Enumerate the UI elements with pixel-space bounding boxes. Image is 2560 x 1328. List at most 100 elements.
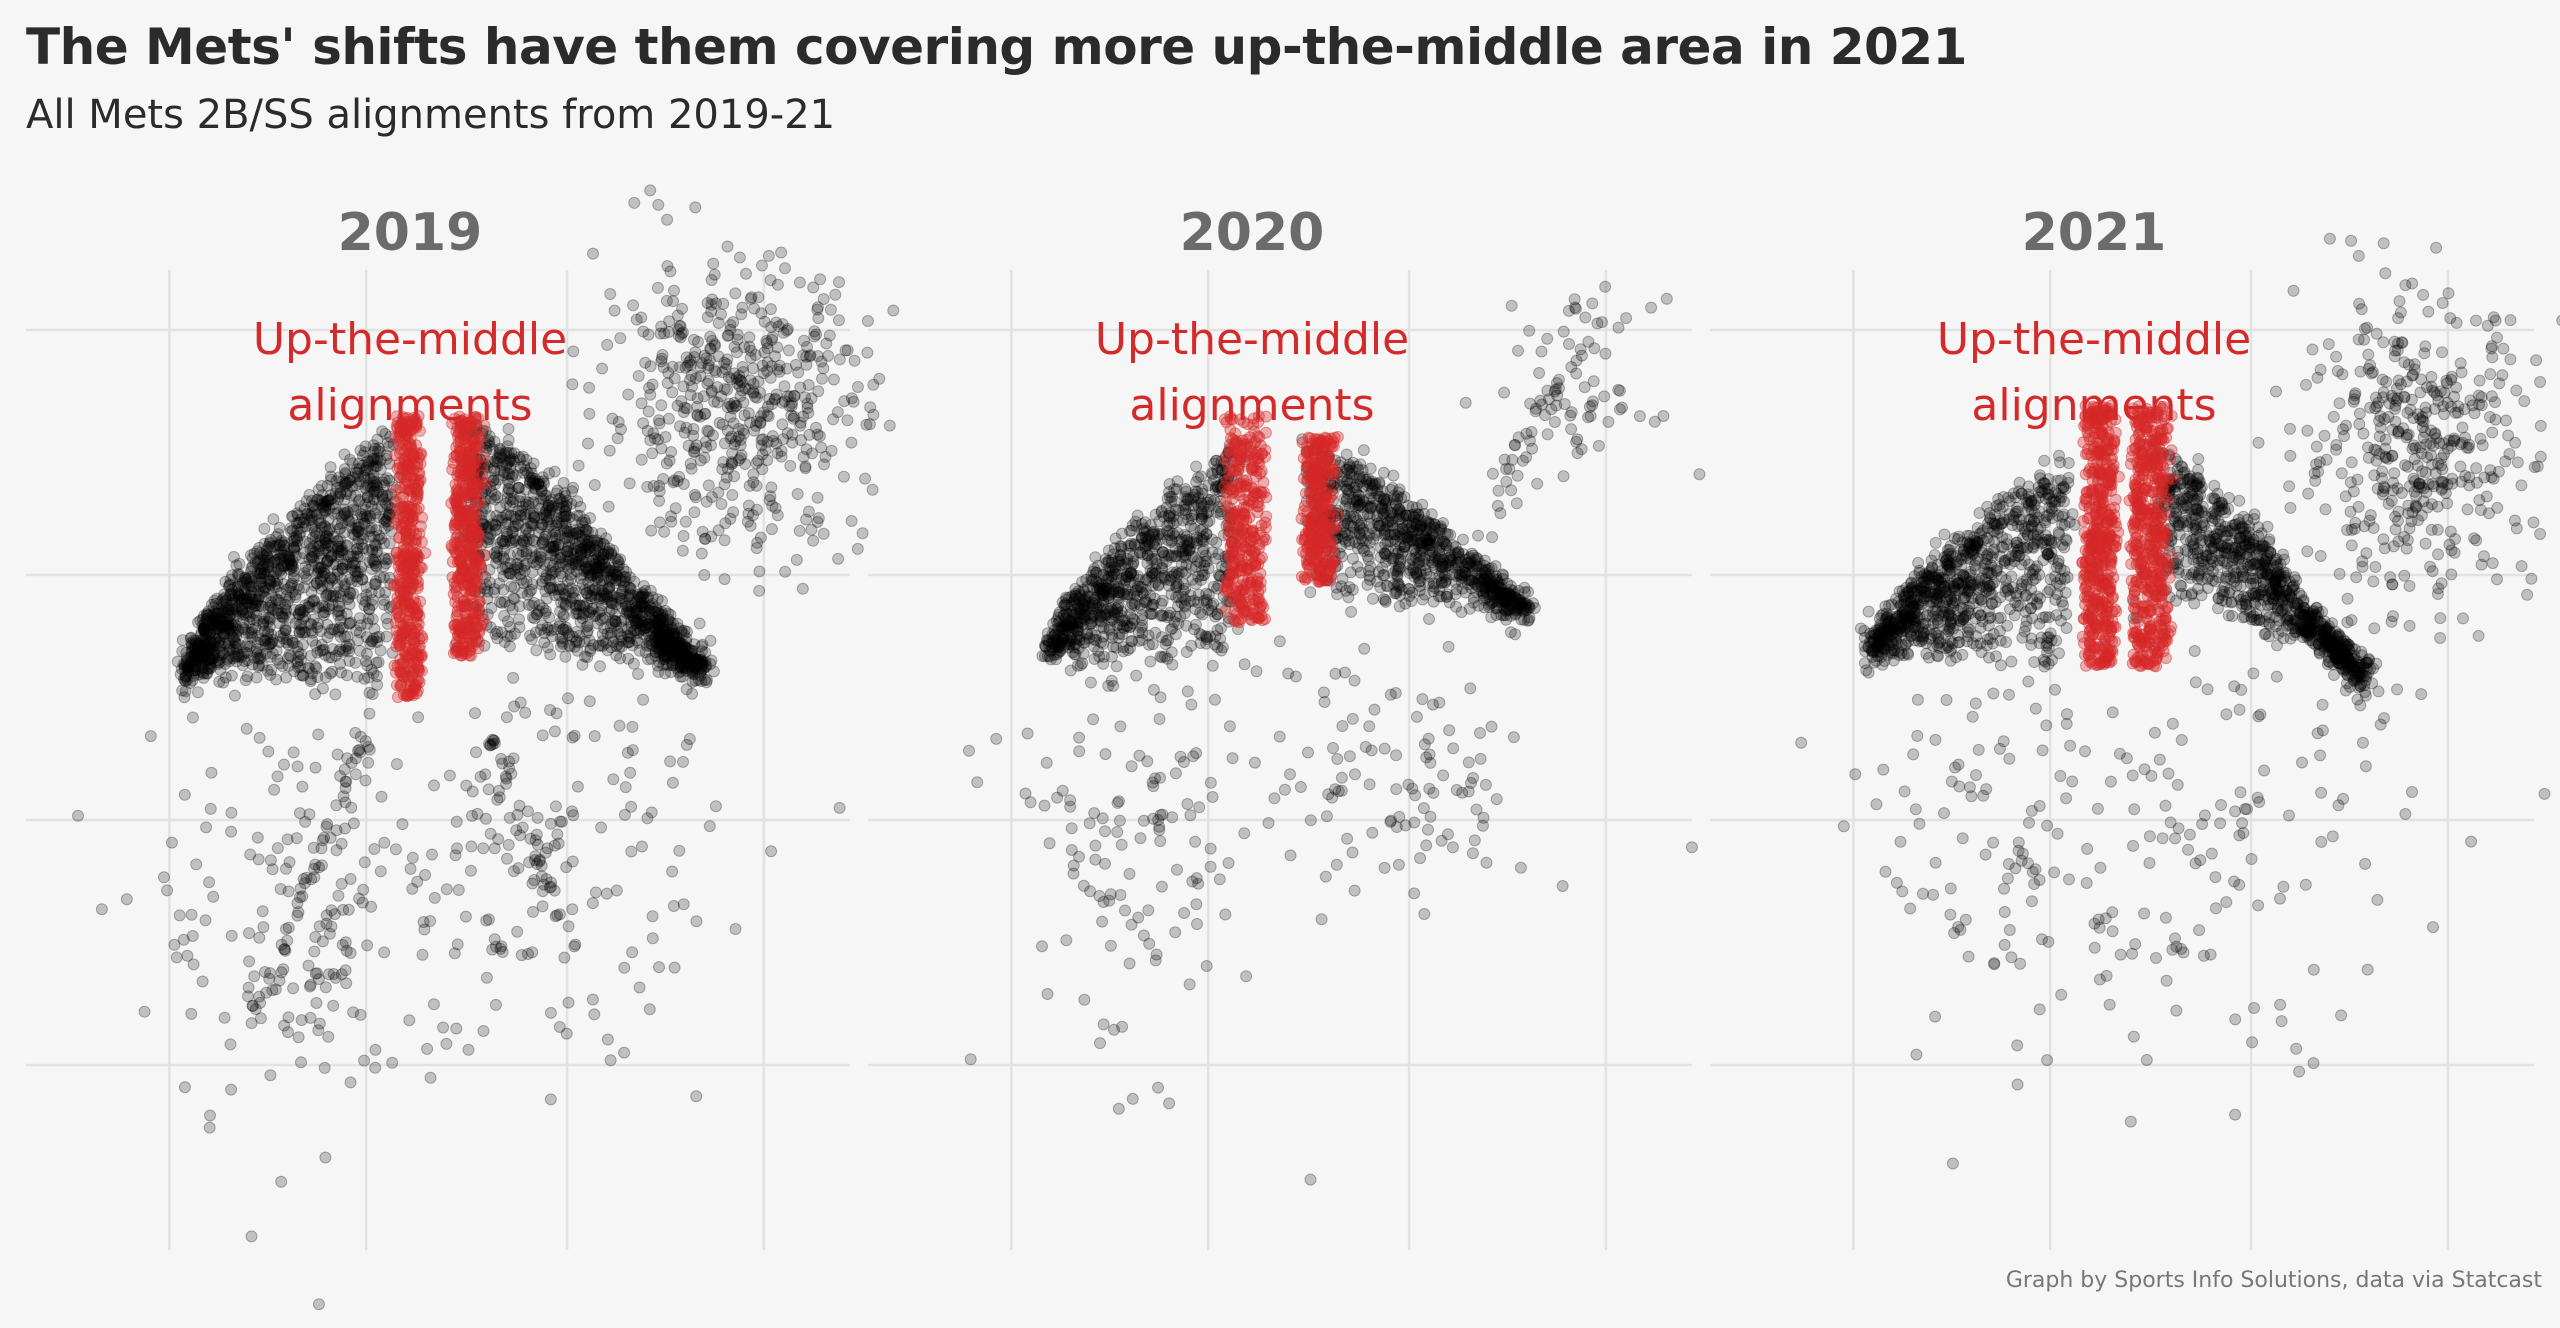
- data-point: [205, 766, 218, 779]
- data-point: [564, 640, 577, 653]
- data-point: [217, 628, 230, 641]
- data-point: [368, 843, 381, 855]
- data-point: [335, 968, 348, 981]
- data-point: [782, 344, 795, 357]
- data-point: [612, 556, 625, 569]
- data-point: [377, 560, 390, 573]
- data-point: [827, 413, 840, 426]
- data-point: [325, 549, 338, 562]
- data-point: [265, 663, 278, 676]
- data-point: [188, 642, 201, 655]
- data-point: [702, 374, 715, 387]
- data-point: [202, 605, 215, 618]
- data-point: [353, 612, 366, 625]
- data-point: [740, 267, 752, 280]
- data-point: [581, 539, 594, 551]
- data-point: [258, 522, 271, 535]
- data-point: [755, 307, 768, 320]
- data-point: [344, 1076, 357, 1089]
- data-point: [370, 456, 383, 469]
- data-point: [260, 544, 273, 557]
- data-point: [605, 617, 618, 630]
- data-point: [718, 437, 731, 450]
- highlight-point: [456, 649, 469, 662]
- data-point: [666, 865, 679, 878]
- data-point: [614, 628, 626, 641]
- data-point: [308, 871, 321, 884]
- data-point: [661, 260, 674, 273]
- data-point: [861, 346, 874, 359]
- data-point: [161, 884, 174, 897]
- data-point: [488, 842, 501, 855]
- data-point: [396, 818, 409, 831]
- data-point: [608, 304, 621, 317]
- data-point: [717, 456, 730, 469]
- data-point: [771, 278, 784, 291]
- data-point: [761, 400, 774, 413]
- data-point: [502, 434, 515, 447]
- data-point: [790, 553, 803, 566]
- data-point: [721, 353, 734, 366]
- data-point: [689, 201, 702, 214]
- data-point: [312, 1024, 325, 1037]
- data-point: [313, 562, 326, 575]
- data-point: [343, 598, 356, 611]
- data-point: [500, 711, 513, 724]
- data-point: [203, 876, 216, 889]
- data-point: [547, 540, 560, 553]
- data-point: [634, 613, 647, 626]
- data-point: [247, 580, 259, 593]
- data-point: [713, 416, 726, 429]
- data-point: [319, 536, 332, 549]
- panel-title-2019: 2019: [338, 203, 483, 263]
- data-point: [404, 862, 417, 875]
- data-point: [503, 755, 516, 768]
- data-point: [707, 665, 720, 678]
- data-point: [178, 658, 191, 671]
- data-point: [734, 374, 747, 387]
- data-point: [321, 631, 334, 644]
- data-point: [695, 547, 708, 560]
- data-point: [323, 539, 336, 552]
- data-point: [242, 572, 254, 585]
- data-point: [317, 544, 330, 557]
- data-point: [582, 437, 594, 450]
- data-point: [726, 489, 739, 501]
- data-point: [320, 820, 333, 833]
- data-point: [668, 961, 681, 974]
- data-point: [494, 450, 507, 463]
- data-point: [771, 341, 784, 354]
- data-point: [583, 695, 596, 708]
- highlight-point: [397, 588, 410, 601]
- data-point: [536, 729, 549, 742]
- data-point: [324, 667, 337, 680]
- data-point: [867, 408, 880, 421]
- data-point: [282, 1026, 294, 1039]
- data-point: [271, 842, 284, 855]
- data-point: [493, 791, 506, 804]
- data-point: [437, 1021, 450, 1034]
- data-point: [807, 534, 820, 547]
- data-point: [680, 351, 693, 364]
- data-point: [95, 903, 108, 916]
- data-point: [524, 832, 537, 845]
- data-point: [646, 932, 659, 945]
- highlight-point: [473, 596, 486, 609]
- data-point: [641, 424, 654, 437]
- data-point: [218, 1011, 231, 1024]
- data-point: [797, 349, 810, 362]
- data-point: [704, 634, 717, 647]
- data-point: [538, 636, 551, 649]
- data-point: [327, 498, 340, 511]
- data-point: [319, 981, 332, 994]
- data-point: [604, 564, 617, 577]
- data-point: [330, 844, 343, 857]
- data-point: [185, 1007, 198, 1020]
- data-point: [244, 848, 257, 861]
- data-point: [384, 430, 397, 443]
- data-point: [358, 599, 371, 612]
- data-point: [652, 665, 665, 678]
- data-point: [718, 534, 731, 547]
- data-point: [412, 711, 425, 724]
